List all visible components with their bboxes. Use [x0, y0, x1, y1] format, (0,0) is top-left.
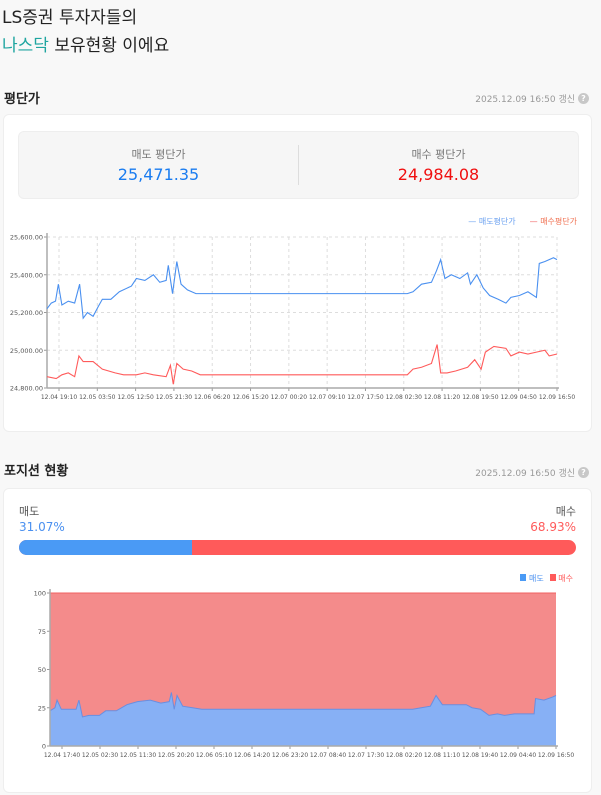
x-tick-label: 12.06 23:20: [272, 752, 309, 759]
sell-ratio-fill: [19, 540, 193, 555]
x-tick-label: 12.08 02:20: [386, 752, 423, 759]
question-circle-icon[interactable]: ?: [578, 93, 589, 104]
y-tick-label: 100: [34, 590, 46, 598]
legend-buy: — 매수평단가: [529, 217, 577, 226]
headline-line1: LS증권 투자자들의: [2, 8, 138, 28]
position-ratio-bar: [19, 540, 576, 555]
x-tick-label: 12.05 12:50: [117, 394, 154, 401]
x-tick-label: 12.08 02:30: [386, 394, 423, 401]
x-tick-label: 12.06 15:20: [232, 394, 269, 401]
x-tick-label: 12.04 17:40: [44, 752, 81, 759]
buy-avg-line: [46, 344, 558, 385]
position-updated: 2025.12.09 16:50 갱신?: [475, 466, 589, 479]
sell-area-line: [49, 692, 557, 718]
x-tick-label: 12.09 04:40: [500, 752, 537, 759]
sell-pct: 31.07%: [19, 520, 65, 534]
legend-buy: 매수: [549, 573, 573, 584]
y-tick-label: 25,000.00: [10, 347, 43, 355]
x-tick-label: 12.05 03:50: [79, 394, 116, 401]
headline: LS증권 투자자들의 나스닥 보유현황 이에요: [2, 4, 169, 60]
y-tick-label: 75: [38, 628, 46, 636]
x-tick-label: 12.08 11:20: [424, 394, 461, 401]
buy-avg-value: 24,984.08: [397, 165, 480, 184]
legend-sell: — 매도평단가: [468, 217, 516, 226]
x-tick-label: 12.08 19:50: [462, 394, 499, 401]
x-tick-label: 12.06 14:20: [234, 752, 271, 759]
x-tick-label: 12.05 11:30: [120, 752, 157, 759]
avg-price-card: 매도 평단가 25,471.35 매수 평단가 24,984.08 — 매도평단가 …: [3, 114, 592, 432]
area-legend: 매도 매수: [520, 573, 573, 584]
sell-label: 매도: [19, 505, 40, 518]
buy-pct: 68.93%: [530, 520, 576, 534]
y-tick-label: 25,200.00: [10, 309, 43, 317]
x-tick-label: 12.09 04:50: [501, 394, 538, 401]
sell-avg-value: 25,471.35: [117, 165, 200, 184]
avg-price-title: 평단가: [4, 92, 40, 107]
line-legend: — 매도평단가 — 매수평단가: [468, 216, 577, 227]
x-tick-label: 12.08 19:40: [462, 752, 499, 759]
x-tick-label: 12.09 16:50: [539, 394, 576, 401]
y-tick-label: 25,600.00: [10, 234, 43, 242]
updated-time: 2025.12.09 16:50 갱신: [475, 95, 575, 105]
buy-label: 매수: [555, 505, 576, 518]
sell-area: [50, 692, 556, 746]
x-tick-label: 12.06 06:20: [194, 394, 231, 401]
buy-avg-label: 매수 평단가: [411, 148, 466, 161]
sell-avg-line: [46, 257, 558, 320]
y-tick-label: 25,400.00: [10, 271, 43, 279]
legend-sell: 매도: [520, 573, 544, 584]
avg-updated: 2025.12.09 16:50 갱신?: [475, 92, 589, 105]
x-tick-label: 12.07 17:50: [347, 394, 384, 401]
position-area-chart: 0 25 50 75 100 12.04 17:40 12.05 02:30 12.05 11…: [34, 589, 575, 759]
y-tick-label: 25: [38, 704, 46, 712]
x-tick-label: 12.07 17:30: [348, 752, 385, 759]
x-tick-label: 12.04 19:10: [41, 394, 78, 401]
avg-price-line-chart: 24,800.00 25,000.00 25,200.00 25,400.00 25,6…: [10, 233, 576, 401]
x-tick-label: 12.05 02:30: [82, 752, 119, 759]
headline-market: 나스닥: [2, 36, 49, 56]
y-tick-label: 24,800.00: [10, 385, 43, 393]
headline-line2: 보유현황 이에요: [48, 36, 170, 56]
position-title: 포지션 현황: [4, 464, 69, 479]
x-tick-label: 12.05 20:20: [158, 752, 195, 759]
x-tick-label: 12.07 09:10: [309, 394, 346, 401]
question-circle-icon[interactable]: ?: [578, 467, 589, 478]
x-tick-label: 12.09 16:50: [538, 752, 575, 759]
updated-time: 2025.12.09 16:50 갱신: [475, 469, 575, 479]
sell-avg-label: 매도 평단가: [131, 148, 186, 161]
avg-price-summary: 매도 평단가 25,471.35 매수 평단가 24,984.08: [18, 131, 579, 199]
x-tick-label: 12.07 00:20: [271, 394, 308, 401]
y-tick-label: 0: [42, 743, 46, 751]
x-tick-label: 12.06 05:10: [196, 752, 233, 759]
x-tick-label: 12.08 11:10: [424, 752, 461, 759]
x-tick-label: 12.07 08:40: [310, 752, 347, 759]
x-tick-label: 12.05 21:30: [156, 394, 193, 401]
divider: [298, 145, 299, 185]
y-tick-label: 50: [38, 666, 46, 674]
